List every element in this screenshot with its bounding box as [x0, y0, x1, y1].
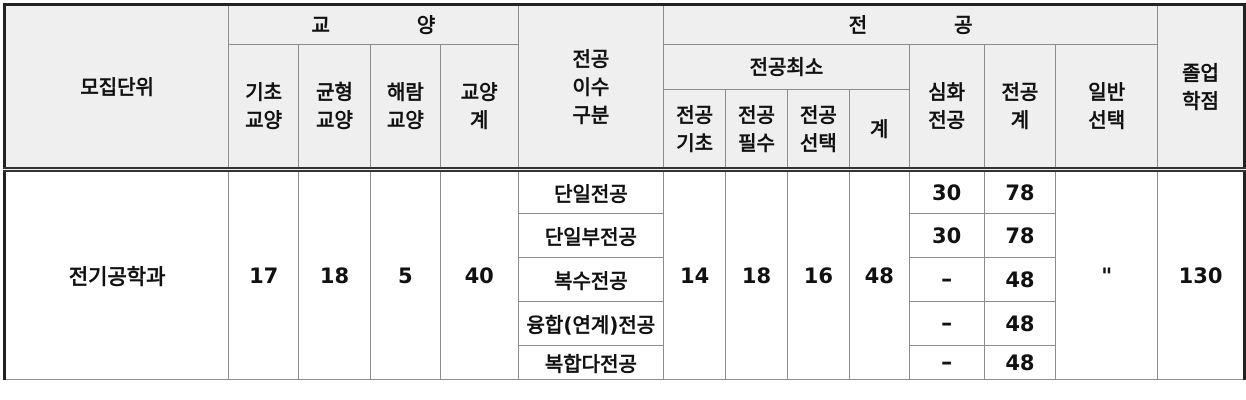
advanced-major-cell: – — [908, 257, 985, 302]
header-major-elective: 전공 선택 — [786, 89, 850, 172]
unit-name-cell: 전기공학과 — [2, 169, 230, 380]
advanced-major-cell: 30 — [908, 169, 985, 214]
major-type-cell: 복합다전공 — [517, 345, 665, 380]
major-type-cell: 단일부전공 — [517, 213, 665, 258]
header-unit: 모집단위 — [2, 3, 230, 172]
curriculum-credit-table: 모집단위 교 양 전공 이수 구분 전 공 졸업 학점 기초 교양 균형 교양 해람… — [2, 3, 1246, 380]
header-advanced-major: 심화 전공 — [908, 44, 985, 172]
major-type-cell: 복수전공 — [517, 257, 665, 302]
major-total-cell: 78 — [983, 169, 1057, 214]
header-general-elective: 일반 선택 — [1055, 44, 1159, 172]
general-elective-cell: " — [1055, 169, 1159, 380]
haeram-liberal-cell: 5 — [369, 169, 441, 380]
header-basic-liberal: 기초 교양 — [228, 44, 300, 172]
advanced-major-cell: – — [908, 345, 985, 380]
major-basic-cell: 14 — [663, 169, 727, 380]
advanced-major-cell: 30 — [908, 213, 985, 258]
header-major-basic: 전공 기초 — [663, 89, 727, 172]
header-major-total: 전공 계 — [983, 44, 1057, 172]
header-major-required: 전공 필수 — [725, 89, 788, 172]
major-total-cell: 48 — [983, 257, 1057, 302]
header-major-min-group: 전공최소 — [663, 44, 910, 90]
header-liberal-group: 교 양 — [228, 3, 519, 45]
header-graduation-credits: 졸업 학점 — [1157, 3, 1246, 172]
advanced-major-cell: – — [908, 301, 985, 346]
header-liberal-total: 교양 계 — [439, 44, 519, 172]
graduation-credits-cell: 130 — [1157, 169, 1246, 380]
balanced-liberal-cell: 18 — [298, 169, 371, 380]
basic-liberal-cell: 17 — [228, 169, 300, 380]
major-total-cell: 48 — [983, 301, 1057, 346]
header-major-min-total: 계 — [848, 89, 910, 172]
major-required-cell: 18 — [725, 169, 788, 380]
header-haeram-liberal: 해람 교양 — [369, 44, 441, 172]
major-elective-cell: 16 — [786, 169, 850, 380]
header-balanced-liberal: 균형 교양 — [298, 44, 371, 172]
major-total-cell: 48 — [983, 345, 1057, 380]
header-major-group: 전 공 — [663, 3, 1159, 45]
header-major-type: 전공 이수 구분 — [517, 3, 665, 172]
liberal-total-cell: 40 — [439, 169, 519, 380]
major-total-cell: 78 — [983, 213, 1057, 258]
major-type-cell: 융합(연계)전공 — [517, 301, 665, 346]
major-min-total-cell: 48 — [848, 169, 910, 380]
major-type-cell: 단일전공 — [517, 169, 665, 214]
